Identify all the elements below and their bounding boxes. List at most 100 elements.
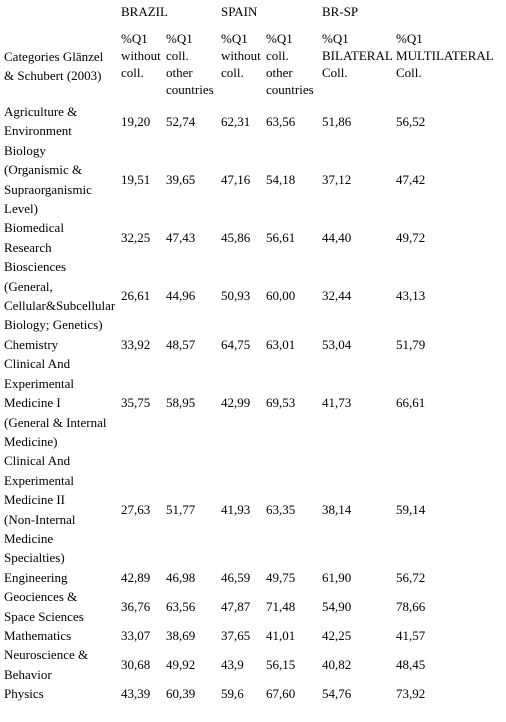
data-row: Chemistry 33,92 48,57 64,75 63,01 53,04 51,79: [3, 335, 503, 354]
value-cell: 62,31: [221, 113, 251, 129]
category-cell: Clinical And Experimental Medicine II (Non-…: [3, 451, 120, 567]
category-cell: Biosciences (General, Cellular&Subcellular…: [3, 257, 120, 335]
value-cell: 71,48: [266, 598, 296, 614]
category-line: Neuroscience &: [4, 647, 89, 663]
value-cell: 61,90: [322, 569, 352, 585]
category-line: Experimental: [4, 375, 75, 391]
category-line: Biology; Genetics): [4, 317, 103, 333]
category-line: Mathematics: [4, 627, 72, 643]
value-cell: 44,40: [322, 230, 352, 246]
column-header: %Q1 coll. other countries: [265, 30, 321, 102]
value-cell: 38,14: [322, 501, 352, 517]
column-header: %Q1 without coll.: [120, 30, 165, 102]
value-cell: 73,92: [396, 686, 426, 702]
value-cell: 46,59: [221, 569, 251, 585]
value-cell: 69,53: [266, 395, 296, 411]
category-line: Clinical And: [4, 453, 71, 469]
category-line: Medicine II: [4, 492, 66, 508]
value-cell: 51,79: [396, 336, 426, 352]
category-cell: Physics: [3, 684, 120, 703]
category-cell: Clinical And Experimental Medicine I (Gener…: [3, 354, 120, 451]
empty-cell: [3, 2, 120, 30]
value-cell: 35,75: [121, 395, 151, 411]
value-cell: 32,44: [322, 288, 352, 304]
category-cell: Agriculture & Environment: [3, 102, 120, 141]
value-cell: 48,57: [166, 336, 196, 352]
value-cell: 43,13: [396, 288, 426, 304]
column-header-line: without: [221, 48, 261, 63]
value-cell: 19,20: [121, 113, 151, 129]
data-row: Clinical And Experimental Medicine II (Non-…: [3, 451, 503, 567]
value-cell: 56,15: [266, 657, 296, 673]
value-cell: 64,75: [221, 336, 251, 352]
category-line: Chemistry: [4, 336, 59, 352]
category-cell: Biomedical Research: [3, 218, 120, 257]
category-line: Biomedical: [4, 220, 64, 236]
value-cell: 49,75: [266, 569, 296, 585]
category-line: Space Sciences: [4, 608, 84, 624]
value-cell: 56,72: [396, 569, 426, 585]
category-line: Medicine): [4, 433, 58, 449]
value-cell: 41,57: [396, 627, 426, 643]
category-cell: Mathematics: [3, 626, 120, 645]
value-cell: 66,61: [396, 395, 426, 411]
value-cell: 47,43: [166, 230, 196, 246]
column-header-line: other: [266, 65, 293, 80]
value-cell: 47,42: [396, 171, 426, 187]
group-header: BRAZIL: [121, 4, 168, 19]
column-header-line: coll.: [121, 65, 144, 80]
category-line: (Non-Internal: [4, 511, 76, 527]
category-line: (General,: [4, 278, 53, 294]
column-header-line: countries: [266, 82, 314, 97]
value-cell: 56,52: [396, 113, 426, 129]
column-header-line: Coll.: [396, 65, 422, 80]
column-header-line: other: [166, 65, 193, 80]
category-line: Engineering: [4, 569, 68, 585]
value-cell: 53,04: [322, 336, 352, 352]
value-cell: 49,72: [396, 230, 426, 246]
category-cell: Engineering: [3, 568, 120, 587]
column-header-line: Coll.: [322, 65, 348, 80]
column-header: %Q1 BILATERAL Coll.: [321, 30, 395, 102]
category-line: Cellular&Subcellular: [4, 298, 116, 314]
value-cell: 54,90: [322, 598, 352, 614]
data-row: Mathematics 33,07 38,69 37,65 41,01 42,25 41,5…: [3, 626, 503, 645]
value-cell: 51,77: [166, 501, 196, 517]
value-cell: 45,86: [221, 230, 251, 246]
category-cell: Biology (Organismic & Supraorganismic Level…: [3, 141, 120, 219]
value-cell: 48,45: [396, 657, 426, 673]
category-cell: Geociences & Space Sciences: [3, 587, 120, 626]
value-cell: 46,98: [166, 569, 196, 585]
column-header-line: %Q1: [221, 31, 248, 46]
value-cell: 32,25: [121, 230, 151, 246]
category-line: Environment: [4, 123, 72, 139]
value-cell: 63,35: [266, 501, 296, 517]
value-cell: 58,95: [166, 395, 196, 411]
value-cell: 60,00: [266, 288, 296, 304]
category-line: Physics: [4, 686, 44, 702]
value-cell: 56,61: [266, 230, 296, 246]
data-row: Engineering 42,89 46,98 46,59 49,75 61,90 56,7…: [3, 568, 503, 587]
column-header-line: BILATERAL: [322, 48, 393, 63]
group-header: SPAIN: [221, 4, 258, 19]
value-cell: 43,39: [121, 686, 151, 702]
value-cell: 67,60: [266, 686, 296, 702]
category-line: (Organismic &: [4, 162, 83, 178]
group-header: BR-SP: [322, 4, 359, 19]
column-header-line: %Q1: [166, 31, 193, 46]
category-line: Agriculture &: [4, 104, 78, 119]
data-row: Neuroscience & Behavior 30,68 49,92 43,9 56,1…: [3, 645, 503, 684]
data-row: Agriculture & Environment 19,20 52,74 62,31 6…: [3, 102, 503, 141]
data-row: Biology (Organismic & Supraorganismic Level…: [3, 141, 503, 219]
value-cell: 52,74: [166, 113, 196, 129]
value-cell: 43,9: [221, 657, 244, 673]
value-cell: 59,14: [396, 501, 426, 517]
value-cell: 26,61: [121, 288, 151, 304]
category-line: Supraorganismic: [4, 181, 92, 197]
value-cell: 50,93: [221, 288, 251, 304]
category-line: Medicine: [4, 530, 54, 546]
value-cell: 41,93: [221, 501, 251, 517]
value-cell: 33,92: [121, 336, 151, 352]
value-cell: 39,65: [166, 171, 196, 187]
